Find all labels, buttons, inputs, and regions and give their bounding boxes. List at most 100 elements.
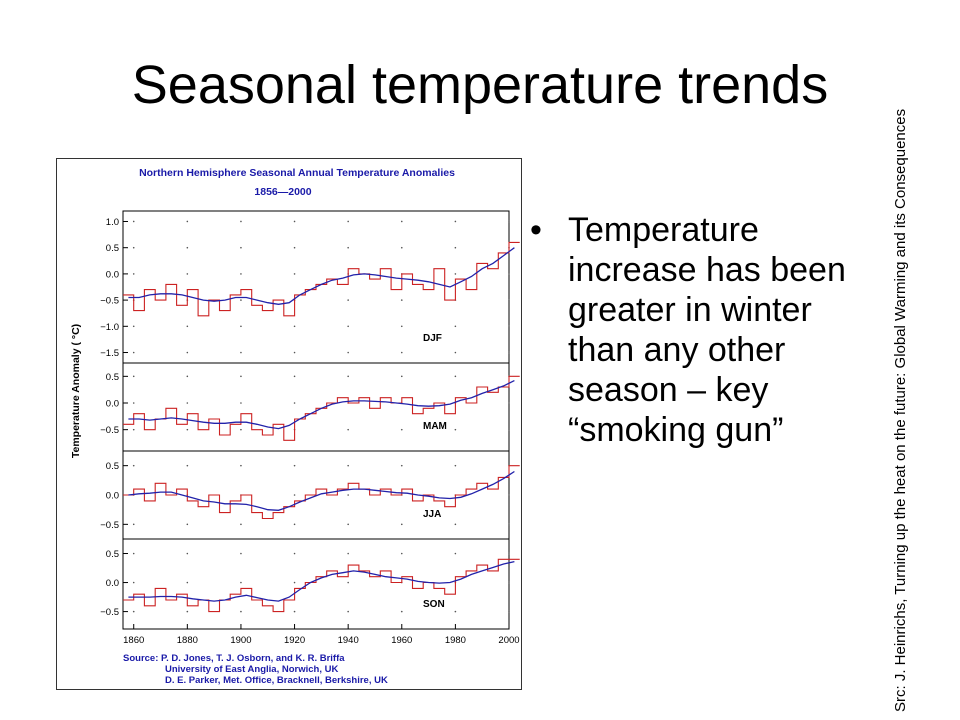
grid-dot bbox=[240, 523, 242, 526]
grid-dot bbox=[347, 220, 349, 223]
annual-step-series bbox=[123, 465, 520, 520]
chart-title: Northern Hemisphere Seasonal Annual Temp… bbox=[139, 167, 455, 179]
y-tick-label: −1.0 bbox=[100, 322, 119, 333]
chart-source-line-2: University of East Anglia, Norwich, UK bbox=[165, 664, 338, 675]
smoothed-series bbox=[128, 247, 515, 305]
y-tick-label: 0.0 bbox=[106, 399, 119, 410]
grid-dot bbox=[454, 523, 457, 526]
grid-dot bbox=[186, 552, 189, 555]
panel-son: 0.5 0.0 −0.5 SON bbox=[100, 538, 520, 630]
y-tick-label: 0.5 bbox=[106, 372, 119, 383]
chart-subtitle: 1856—2000 bbox=[254, 186, 311, 198]
smoothed-series bbox=[128, 470, 515, 511]
grid-dot bbox=[347, 494, 349, 496]
y-tick-label: −0.5 bbox=[100, 520, 119, 531]
grid-dot bbox=[240, 273, 242, 275]
grid-dot bbox=[293, 552, 296, 555]
grid-dot bbox=[240, 428, 242, 431]
grid-dot bbox=[454, 273, 457, 275]
grid-dot bbox=[508, 351, 510, 354]
grid-dot bbox=[454, 375, 457, 378]
grid-dot bbox=[347, 351, 349, 354]
grid-dot bbox=[240, 246, 242, 249]
panel-frame bbox=[122, 538, 510, 630]
grid-dot bbox=[186, 464, 189, 467]
seasonal-anomaly-chart: Northern Hemisphere Seasonal Annual Temp… bbox=[70, 167, 520, 686]
chart-source-line-3: D. E. Parker, Met. Office, Bracknell, Be… bbox=[165, 675, 388, 686]
grid-dot bbox=[508, 552, 510, 555]
panel-frame bbox=[122, 362, 510, 452]
annual-step-series bbox=[123, 241, 520, 317]
grid-dot bbox=[454, 464, 457, 467]
grid-dot bbox=[400, 351, 403, 354]
y-tick-label: 0.5 bbox=[106, 243, 119, 254]
y-tick-label: 0.5 bbox=[106, 549, 119, 560]
y-tick-label: 1.0 bbox=[106, 217, 119, 228]
panel-mam: 0.5 0.0 −0.5 MAM bbox=[100, 362, 520, 452]
grid-dot bbox=[454, 428, 457, 431]
panel-djf: 1.0 0.5 0.0 −0.5 −1.0 −1.5 DJF bbox=[100, 210, 520, 364]
grid-dot bbox=[132, 273, 135, 275]
grid-dot bbox=[347, 552, 349, 555]
bullet-point: • Temperature increase has been greater … bbox=[530, 210, 860, 450]
season-label: DJF bbox=[423, 333, 442, 344]
grid-dot bbox=[293, 464, 296, 467]
season-label: MAM bbox=[423, 421, 447, 432]
grid-dot bbox=[240, 610, 242, 613]
grid-dot bbox=[132, 325, 135, 328]
y-tick-label: −0.5 bbox=[100, 296, 119, 307]
grid-dot bbox=[186, 581, 189, 584]
grid-dot bbox=[400, 299, 403, 301]
annual-step-series bbox=[123, 558, 520, 613]
smoothed-series bbox=[128, 380, 515, 430]
bullet-marker: • bbox=[530, 211, 542, 249]
grid-dot bbox=[293, 523, 296, 526]
slide-title: Seasonal temperature trends bbox=[131, 55, 829, 115]
grid-dot bbox=[508, 523, 510, 526]
grid-dot bbox=[347, 581, 349, 584]
grid-dot bbox=[293, 402, 296, 404]
grid-dot bbox=[186, 220, 189, 223]
bullet-text: Temperature increase has been greater in… bbox=[568, 211, 846, 449]
grid-dot bbox=[400, 246, 403, 249]
grid-dot bbox=[347, 246, 349, 249]
x-tick-label: 1960 bbox=[391, 635, 412, 646]
grid-dot bbox=[186, 246, 189, 249]
grid-dot bbox=[186, 402, 189, 404]
grid-dot bbox=[400, 375, 403, 378]
grid-dot bbox=[132, 581, 135, 584]
grid-dot bbox=[240, 299, 242, 301]
grid-dot bbox=[347, 464, 349, 467]
smoothed-series bbox=[128, 560, 515, 602]
grid-dot bbox=[186, 351, 189, 354]
grid-dot bbox=[186, 523, 189, 526]
grid-dot bbox=[293, 246, 296, 249]
grid-dot bbox=[347, 375, 349, 378]
grid-dot bbox=[454, 325, 457, 328]
grid-dot bbox=[508, 402, 510, 404]
grid-dot bbox=[508, 610, 510, 613]
chart-source-line-1: Source: P. D. Jones, T. J. Osborn, and K… bbox=[123, 653, 345, 664]
y-tick-label: 0.5 bbox=[106, 461, 119, 472]
grid-dot bbox=[132, 464, 135, 467]
grid-dot bbox=[240, 351, 242, 354]
grid-dot bbox=[400, 428, 403, 431]
grid-dot bbox=[293, 220, 296, 223]
grid-dot bbox=[508, 325, 510, 328]
grid-dot bbox=[347, 325, 349, 328]
grid-dot bbox=[347, 610, 349, 613]
grid-dot bbox=[400, 220, 403, 223]
grid-dot bbox=[400, 523, 403, 526]
grid-dot bbox=[132, 375, 135, 378]
temperature-figure: Northern Hemisphere Seasonal Annual Temp… bbox=[56, 158, 522, 690]
x-tick-label: 1940 bbox=[338, 635, 359, 646]
grid-dot bbox=[186, 273, 189, 275]
x-tick-label: 1980 bbox=[445, 635, 466, 646]
grid-dot bbox=[186, 428, 189, 431]
x-tick-label: 1880 bbox=[177, 635, 198, 646]
grid-dot bbox=[293, 325, 296, 328]
x-tick-label: 2000 bbox=[498, 635, 519, 646]
grid-dot bbox=[400, 325, 403, 328]
grid-dot bbox=[240, 402, 242, 404]
grid-dot bbox=[132, 402, 135, 404]
